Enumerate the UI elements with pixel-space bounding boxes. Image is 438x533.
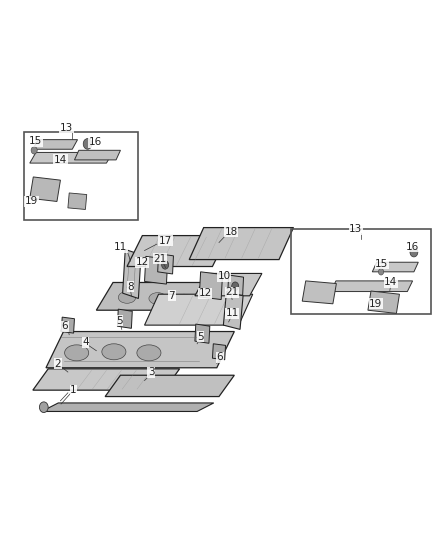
Polygon shape	[228, 275, 244, 295]
Text: 11: 11	[226, 309, 239, 318]
Text: 21: 21	[226, 287, 239, 297]
Text: 14: 14	[54, 155, 67, 165]
Polygon shape	[33, 369, 180, 390]
Text: 6: 6	[61, 321, 68, 331]
Polygon shape	[33, 140, 78, 149]
Polygon shape	[368, 291, 399, 313]
Circle shape	[378, 269, 384, 275]
Ellipse shape	[118, 292, 136, 303]
Text: 19: 19	[369, 299, 382, 309]
Polygon shape	[302, 281, 336, 304]
Text: 5: 5	[197, 332, 204, 342]
Circle shape	[162, 261, 169, 269]
Text: 12: 12	[198, 288, 212, 298]
Polygon shape	[145, 294, 253, 325]
Text: 7: 7	[168, 291, 175, 301]
Polygon shape	[42, 403, 214, 411]
Text: 18: 18	[225, 227, 238, 237]
Circle shape	[83, 139, 92, 149]
Polygon shape	[127, 236, 228, 266]
Text: 5: 5	[116, 316, 123, 326]
Polygon shape	[74, 150, 120, 160]
Text: 17: 17	[159, 236, 172, 246]
Ellipse shape	[149, 293, 166, 304]
Circle shape	[410, 247, 418, 257]
Polygon shape	[199, 272, 223, 300]
Text: 12: 12	[136, 257, 149, 267]
Ellipse shape	[137, 345, 161, 361]
Text: 6: 6	[216, 352, 223, 362]
Circle shape	[31, 147, 37, 154]
Polygon shape	[123, 249, 141, 298]
Polygon shape	[331, 281, 413, 292]
Polygon shape	[68, 193, 87, 209]
Text: 8: 8	[127, 282, 134, 292]
Polygon shape	[46, 332, 234, 368]
Polygon shape	[30, 177, 60, 201]
Polygon shape	[117, 309, 132, 328]
Text: 15: 15	[29, 136, 42, 146]
Polygon shape	[145, 256, 168, 284]
Text: 1: 1	[70, 385, 77, 395]
Text: 13: 13	[60, 123, 73, 133]
Text: 3: 3	[148, 367, 155, 377]
Polygon shape	[189, 228, 293, 260]
Bar	[24, 132, 138, 220]
Text: 4: 4	[82, 337, 89, 347]
Text: 2: 2	[54, 359, 61, 368]
Polygon shape	[195, 273, 262, 296]
Polygon shape	[195, 324, 210, 343]
Polygon shape	[158, 254, 173, 274]
Circle shape	[39, 402, 48, 413]
Polygon shape	[223, 292, 243, 329]
Circle shape	[232, 282, 239, 290]
Text: 16: 16	[406, 242, 419, 252]
Ellipse shape	[102, 344, 126, 360]
Text: 11: 11	[114, 243, 127, 252]
Bar	[291, 229, 431, 314]
Text: 15: 15	[375, 259, 389, 269]
Text: 16: 16	[89, 138, 102, 147]
Ellipse shape	[175, 294, 193, 306]
Polygon shape	[212, 344, 226, 360]
Text: 14: 14	[384, 278, 397, 287]
Polygon shape	[372, 262, 418, 272]
Polygon shape	[96, 282, 240, 310]
Polygon shape	[61, 317, 74, 333]
Polygon shape	[30, 152, 113, 163]
Polygon shape	[105, 375, 234, 397]
Text: 10: 10	[218, 271, 231, 281]
Text: 21: 21	[153, 254, 166, 263]
Text: 19: 19	[25, 197, 38, 206]
Text: 13: 13	[349, 224, 362, 234]
Ellipse shape	[64, 345, 88, 361]
